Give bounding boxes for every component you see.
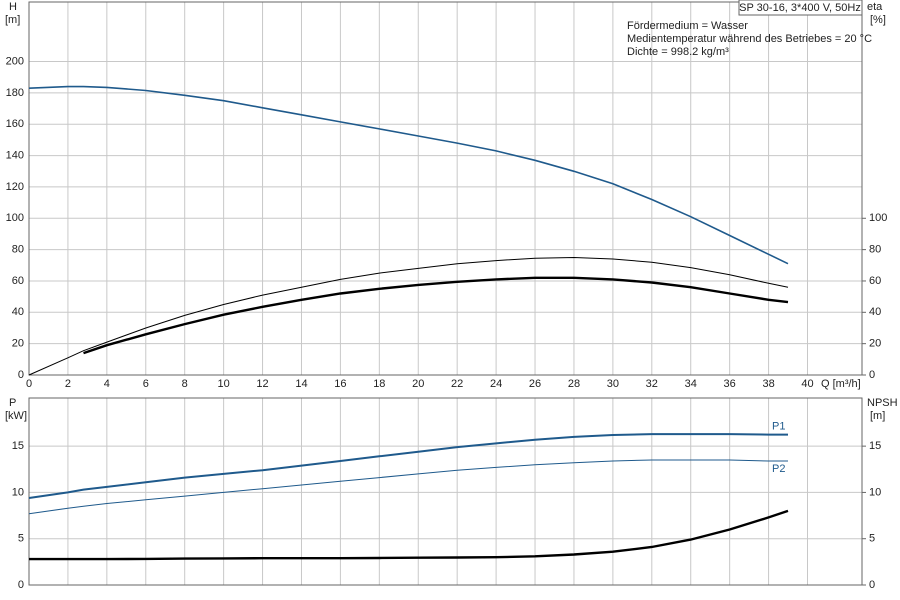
x-tick-label: 30 — [607, 378, 619, 390]
x-tick-label: 40 — [801, 378, 813, 390]
annotation: Dichte = 998.2 kg/m³ — [627, 46, 729, 58]
x-tick-label: 8 — [182, 378, 188, 390]
x-tick-label: 32 — [646, 378, 658, 390]
chart-title: SP 30-16, 3*400 V, 50Hz — [739, 2, 861, 14]
x-tick-label: 20 — [412, 378, 424, 390]
x-tick-label: 36 — [724, 378, 736, 390]
y-tick-label: 80 — [12, 244, 24, 256]
curve — [28, 433, 788, 499]
y2-tick-label: 0 — [869, 369, 875, 381]
x-tick-label: 14 — [295, 378, 307, 390]
y2-unit: [m] — [870, 410, 885, 422]
curve — [28, 85, 789, 265]
curve-label: P1 — [772, 420, 785, 432]
y2-label: NPSH — [867, 397, 898, 409]
y-unit: [kW] — [5, 410, 27, 422]
title-box — [738, 0, 863, 16]
plot-frame — [28, 1, 863, 376]
curve — [83, 276, 789, 355]
y-tick-label: 40 — [12, 306, 24, 318]
x-tick-label: 12 — [256, 378, 268, 390]
y2-tick-label: 5 — [869, 533, 875, 545]
y2-tick-label: 80 — [869, 244, 881, 256]
y-tick-label: 120 — [6, 181, 24, 193]
y2-tick-label: 0 — [869, 579, 875, 591]
y-tick-label: 15 — [12, 440, 24, 452]
x-tick-label: 24 — [490, 378, 502, 390]
y2-tick-label: 15 — [869, 440, 881, 452]
y2-tick-label: 20 — [869, 338, 881, 350]
plot-frame — [28, 397, 863, 586]
x-tick-label: 2 — [65, 378, 71, 390]
curve — [29, 509, 789, 561]
x-tick-label: 4 — [104, 378, 110, 390]
y-tick-label: 200 — [6, 55, 24, 67]
y-tick-label: 20 — [12, 338, 24, 350]
y-tick-label: 5 — [18, 533, 24, 545]
curve — [28, 256, 789, 376]
y-label: P — [9, 397, 16, 409]
y2-tick-label: 60 — [869, 275, 881, 287]
curve-label: P2 — [772, 463, 785, 475]
y-tick-label: 0 — [18, 579, 24, 591]
y-label: H — [9, 1, 17, 13]
annotation: Medientemperatur während des Betriebes =… — [627, 33, 872, 45]
x-tick-label: 0 — [26, 378, 32, 390]
y2-tick-label: 100 — [869, 212, 887, 224]
y-tick-label: 160 — [6, 118, 24, 130]
y-tick-label: 180 — [6, 87, 24, 99]
x-tick-label: 26 — [529, 378, 541, 390]
y-unit: [m] — [5, 14, 20, 26]
y-tick-label: 140 — [6, 149, 24, 161]
curve — [28, 459, 788, 515]
annotation: Fördermedium = Wasser — [627, 20, 748, 32]
y-tick-label: 60 — [12, 275, 24, 287]
x-tick-label: 6 — [143, 378, 149, 390]
x-label: Q [m³/h] — [821, 378, 861, 390]
x-tick-label: 28 — [568, 378, 580, 390]
x-tick-label: 34 — [685, 378, 697, 390]
y2-unit: [%] — [870, 14, 886, 26]
x-tick-label: 18 — [373, 378, 385, 390]
y-tick-label: 100 — [6, 212, 24, 224]
y2-tick-label: 10 — [869, 486, 881, 498]
y-tick-label: 0 — [18, 369, 24, 381]
x-tick-label: 10 — [218, 378, 230, 390]
x-tick-label: 22 — [451, 378, 463, 390]
x-tick-label: 38 — [762, 378, 774, 390]
y-tick-label: 10 — [12, 486, 24, 498]
y2-tick-label: 40 — [869, 306, 881, 318]
y2-label: eta — [867, 1, 883, 13]
x-tick-label: 16 — [334, 378, 346, 390]
